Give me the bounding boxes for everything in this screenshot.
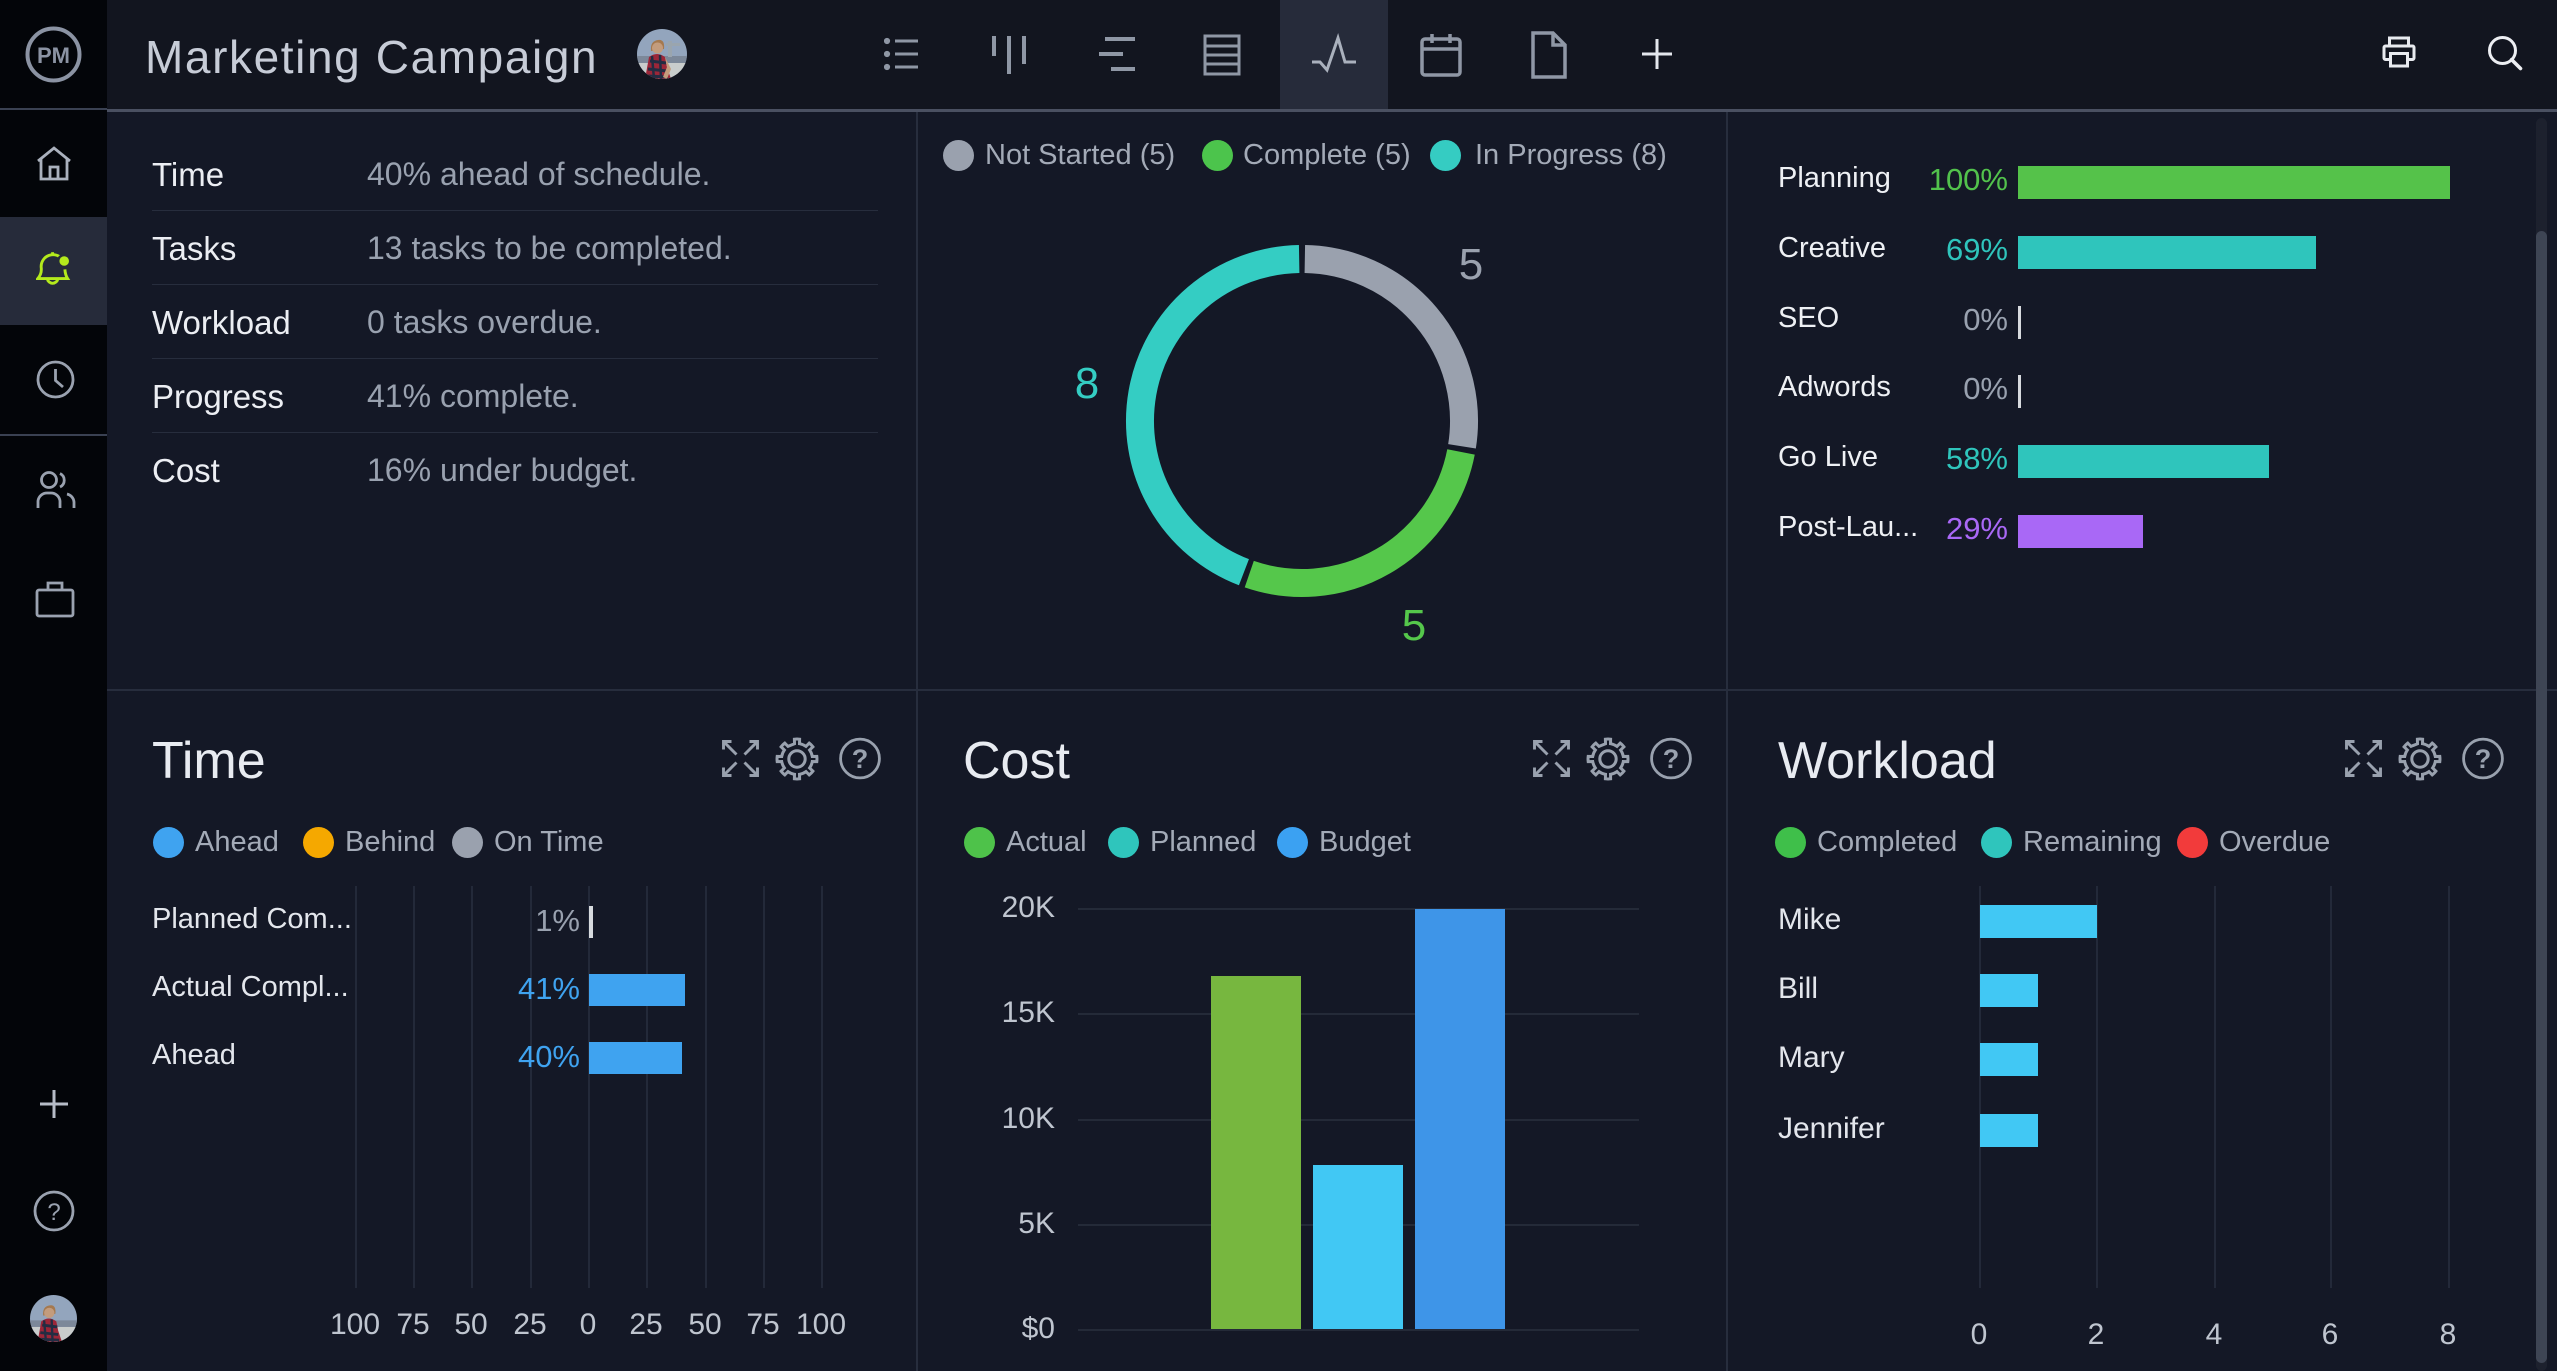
- svg-text:PM: PM: [37, 43, 70, 68]
- svg-text:5: 5: [1402, 601, 1426, 650]
- svg-text:?: ?: [852, 744, 869, 774]
- svg-text:?: ?: [47, 1199, 60, 1226]
- svg-text:5: 5: [1459, 240, 1483, 289]
- svg-text:?: ?: [2475, 744, 2492, 774]
- svg-text:8: 8: [1075, 359, 1099, 408]
- svg-text:?: ?: [1663, 744, 1680, 774]
